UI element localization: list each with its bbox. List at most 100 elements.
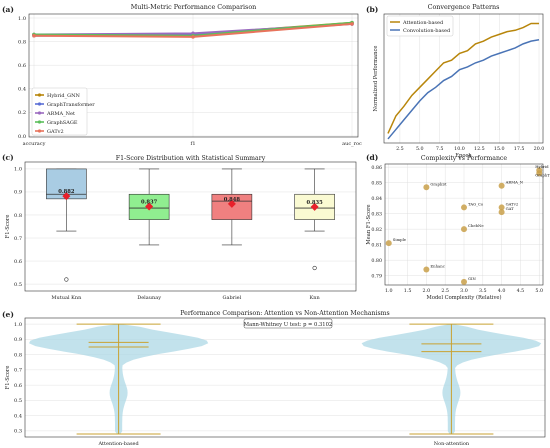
panel-a-ytick: 0.8 [18, 39, 26, 45]
panel-c-ytick: 0.9 [14, 190, 22, 196]
panel-d-xtick: 4.0 [498, 288, 506, 294]
panel-a-ytick: 0.6 [18, 63, 26, 69]
panel-c-ytick: 0.6 [14, 259, 22, 265]
panel-a-legend-marker [37, 120, 42, 124]
panel-b-xtick: 5.0 [416, 146, 424, 152]
panel-d-point-label: Simple [393, 237, 407, 242]
panel-c-mean-marker [62, 192, 71, 201]
panel-d-point [423, 184, 430, 191]
panel-d-point [423, 266, 430, 273]
panel-d-point [385, 240, 392, 247]
panel-a-xtick: auc_roc [342, 141, 362, 147]
panel-a-ytick: 0.0 [18, 134, 26, 140]
panel-a-legend-marker [37, 111, 42, 115]
panel-e-xtick: Non-attention [434, 441, 470, 447]
panel-d-ytick: 0.79 [371, 273, 382, 279]
panel-d-point-label: ARMA_N [505, 180, 524, 185]
panel-d-title: Complexity vs Performance [421, 155, 507, 162]
panel-e-ytick: 0.9 [14, 337, 22, 343]
panel-d-xtick: 4.5 [517, 288, 525, 294]
panel-d-point-label: Hybrid [535, 164, 549, 169]
panel-e-ylabel: F1-Score [5, 366, 11, 390]
panel-e-ytick: 0.6 [14, 383, 22, 389]
panel-letter-e: (e) [2, 310, 14, 319]
panel-b-xtick: 17.5 [514, 146, 525, 152]
panel-c-title: F1-Score Distribution with Statistical S… [116, 155, 266, 162]
panel-letter-d: (d) [366, 153, 378, 162]
panel-d-ytick: 0.86 [371, 165, 382, 171]
panel-e-frame [24, 317, 546, 438]
panel-a-legend-label: GraphSAGE [47, 120, 78, 126]
panel-d-ylabel: Mean F1-Score [366, 204, 372, 244]
panel-letter-b: (b) [366, 5, 378, 14]
panel-e-annotation: Mann-Whitney U test: p = 0.3102 [244, 322, 332, 328]
panel-d-ytick: 0.82 [371, 227, 382, 233]
panel-a-ytick: 0.4 [18, 87, 26, 93]
panel-b-frame [383, 13, 544, 144]
panel-d-ytick: 0.83 [371, 211, 382, 217]
panel-b-series-line [387, 39, 540, 140]
panel-a-point [350, 22, 354, 26]
panel-a-point [191, 35, 195, 39]
panel-d-point-label: GraphSt [430, 181, 447, 186]
panel-e-xtick: Attention-based [98, 441, 140, 447]
panel-a-legend-marker [37, 102, 42, 106]
panel-b-ylabel: Normalized Performance [373, 46, 379, 112]
panel-c: F1-Score Distribution with Statistical S… [5, 155, 357, 301]
panel-d-xtick: 1.5 [404, 288, 412, 294]
panel-c-mean-label: 0.835 [307, 200, 324, 206]
panel-b-xtick: 2.5 [396, 146, 404, 152]
panel-a-legend-label: GraphTransformer [47, 102, 95, 108]
panel-e: Performance Comparison: Attention vs Non… [5, 310, 546, 447]
panel-d-xtick: 1.0 [385, 288, 393, 294]
panel-d-xtick: 2.0 [423, 288, 431, 294]
panel-c-ytick: 0.7 [14, 236, 22, 242]
panel-d-point [536, 170, 543, 177]
panel-b-title: Convergence Patterns [428, 3, 500, 11]
panel-b-series-line [387, 22, 540, 134]
panel-b-legend-label: Convolution-based [403, 28, 451, 34]
panel-d-xtick: 3.5 [479, 288, 487, 294]
panel-d-point [498, 182, 505, 189]
panel-e-ytick: 0.4 [14, 413, 22, 419]
panel-c-mean-marker [145, 202, 154, 211]
panel-b-xtick: 15.0 [494, 146, 505, 152]
panel-c-xtick: Gabriel [223, 295, 242, 301]
panel-d-ytick: 0.81 [371, 242, 382, 248]
panel-e-ytick: 0.7 [14, 368, 22, 374]
panel-d-point [461, 226, 467, 233]
panel-c-outlier [312, 265, 317, 271]
panel-d-point-label: GAT [506, 206, 515, 211]
panel-c-ylabel: F1-Score [5, 215, 11, 239]
panel-e-title: Performance Comparison: Attention vs Non… [180, 310, 389, 317]
panel-d-frame [384, 163, 544, 286]
panel-e-ytick: 0.3 [14, 429, 22, 435]
panel-b-xtick: 12.5 [474, 146, 485, 152]
panel-a-legend [31, 87, 88, 136]
panel-b-legend [386, 15, 454, 37]
panel-d-point-label: ChebNe [468, 223, 484, 228]
panel-c-xtick: Knn [310, 295, 321, 301]
panel-d-xtick: 2.5 [441, 288, 449, 294]
panel-c-frame [24, 161, 357, 292]
panel-a-legend-marker [37, 93, 42, 97]
panel-c-mean-marker [310, 202, 319, 211]
panel-c-ytick: 0.5 [14, 282, 22, 288]
panel-d-point-label: GIN [468, 276, 477, 281]
panel-d-point [498, 209, 505, 216]
panel-letter-a: (a) [2, 5, 14, 14]
panel-b-xtick: 10.0 [454, 146, 465, 152]
panel-c-ytick: 1.0 [14, 167, 22, 173]
panel-d-ytick: 0.85 [371, 180, 382, 186]
panel-c-mean-marker [227, 199, 236, 208]
panel-d-xlabel: Model Complexity (Relative) [427, 294, 502, 301]
panel-a-xtick: accuracy [23, 141, 46, 147]
panel-c-mean-label: 0.848 [224, 197, 241, 203]
panel-a-point [32, 33, 36, 38]
panel-a-legend-marker [37, 129, 42, 133]
panel-c-mean-label: 0.882 [58, 189, 75, 195]
panel-b: Convergence Patterns 2.5 5.0 7.5 10.0 12.5 15.… [373, 3, 544, 159]
panel-d-ytick: 0.84 [371, 196, 382, 202]
panel-d-point [461, 278, 467, 285]
panel-e-ytick: 0.8 [14, 352, 22, 358]
